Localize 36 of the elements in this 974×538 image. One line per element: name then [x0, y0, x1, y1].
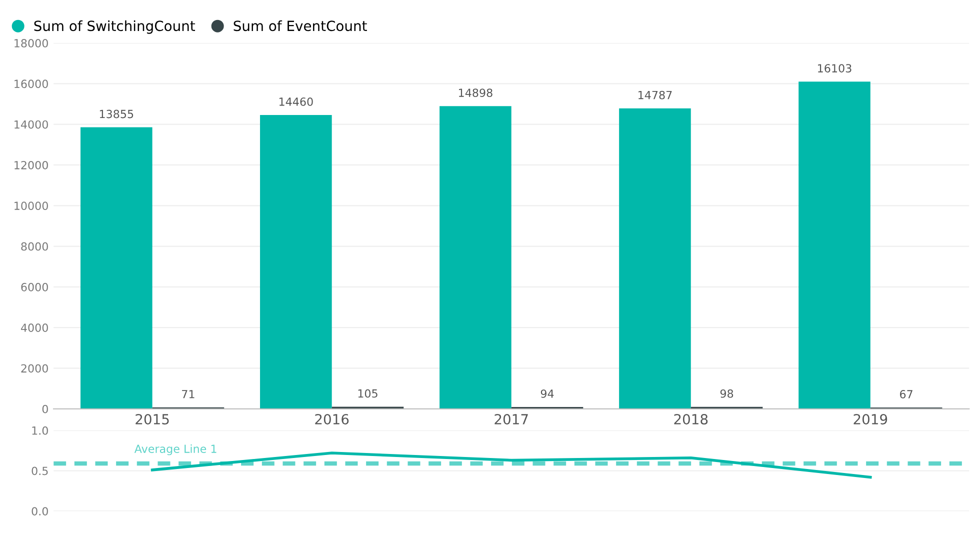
data-label: 14898 [458, 88, 492, 97]
y-tick-label: 10000 [14, 202, 48, 210]
legend-label: Sum of SwitchingCount [34, 20, 196, 34]
y-tick-label: 4000 [20, 324, 48, 332]
data-label: 13855 [100, 110, 134, 118]
y-tick-label: 1.0 [32, 426, 48, 435]
bar [619, 108, 691, 409]
x-tick-label: 2015 [136, 414, 169, 424]
ref-line-label: Average Line 1 [134, 444, 216, 456]
data-label: 105 [358, 389, 378, 398]
data-label: 94 [540, 389, 554, 398]
y-tick-label: 0 [42, 404, 48, 414]
bar [798, 82, 870, 409]
bar [80, 127, 152, 409]
data-label: 71 [182, 390, 194, 398]
y-tick-label: 8000 [21, 242, 48, 251]
y-tick-label: 14000 [14, 120, 48, 129]
data-label: 14460 [279, 97, 313, 106]
y-tick-label: 18000 [14, 39, 48, 48]
bar [440, 106, 512, 409]
bar [260, 114, 332, 409]
data-label: 67 [900, 390, 912, 398]
x-tick-label: 2018 [674, 414, 708, 424]
data-label: 98 [720, 389, 734, 398]
y-tick-label: 0.5 [32, 466, 48, 476]
data-label: 16103 [818, 64, 852, 72]
y-tick-label: 12000 [14, 160, 48, 170]
y-tick-label: 6000 [21, 282, 48, 292]
x-tick-label: 2016 [315, 414, 349, 424]
x-tick-label: 2019 [854, 414, 888, 424]
legend-label: Sum of EventCount [234, 20, 367, 32]
y-tick-label: 2000 [21, 364, 48, 373]
data-label: 14787 [638, 90, 672, 100]
y-tick-label: 0.0 [32, 507, 48, 516]
y-tick-label: 16000 [14, 80, 48, 88]
x-tick-label: 2017 [494, 414, 528, 424]
